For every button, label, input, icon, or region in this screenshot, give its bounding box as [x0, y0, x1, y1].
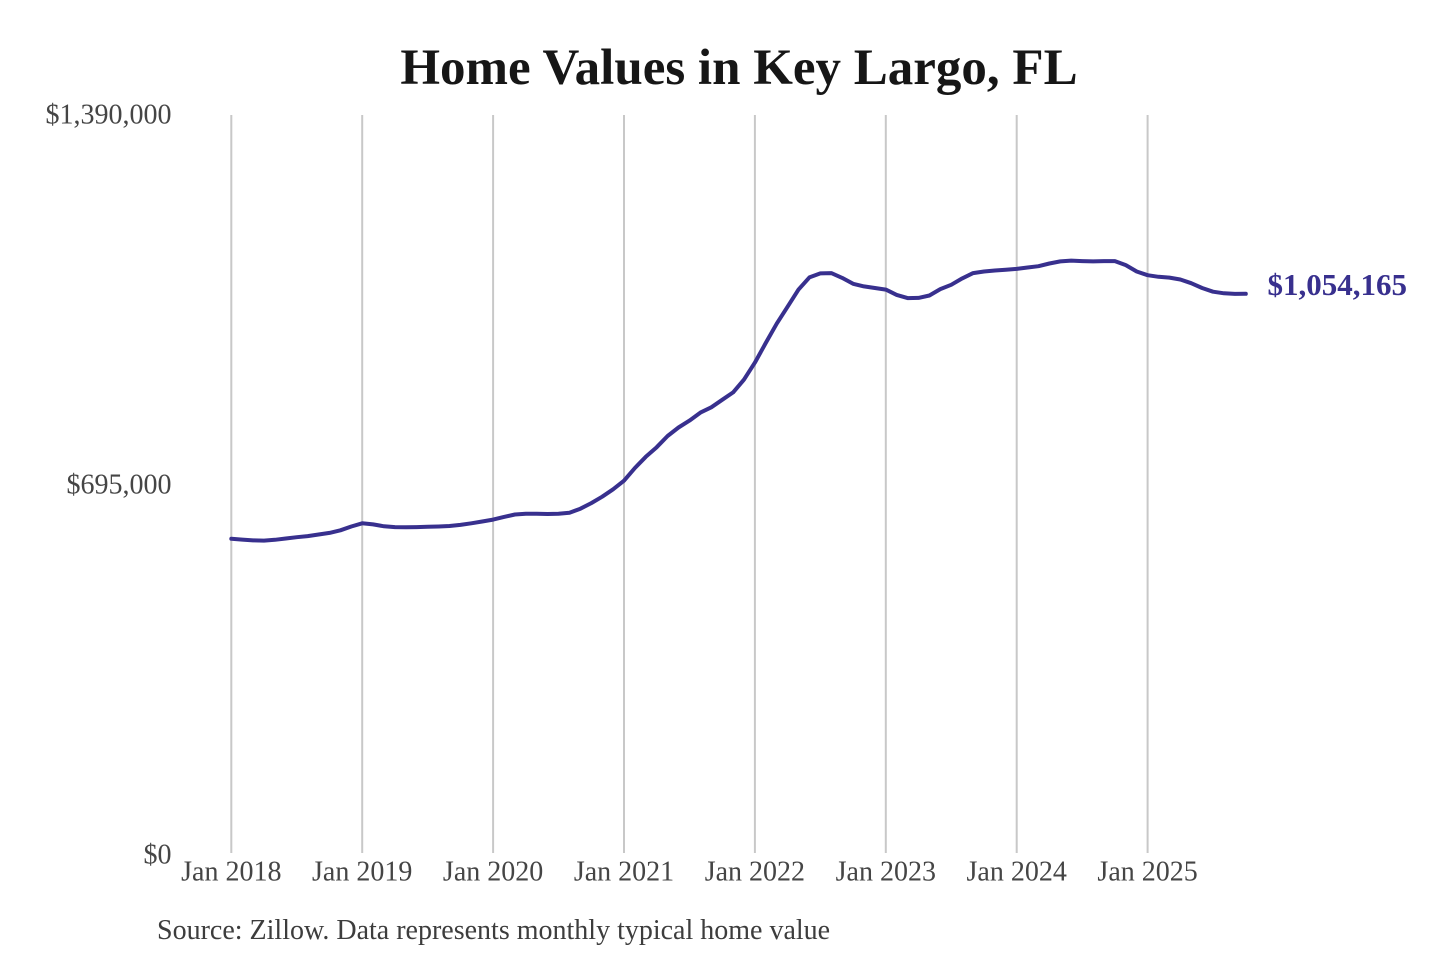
svg-text:Jan 2018: Jan 2018: [181, 857, 281, 888]
svg-text:Jan 2025: Jan 2025: [1097, 857, 1197, 888]
svg-text:Jan 2024: Jan 2024: [967, 857, 1067, 888]
svg-text:Jan 2023: Jan 2023: [836, 857, 936, 888]
svg-text:$0: $0: [144, 840, 172, 871]
svg-text:Jan 2019: Jan 2019: [312, 857, 412, 888]
svg-text:Jan 2022: Jan 2022: [705, 857, 805, 888]
svg-text:$1,390,000: $1,390,000: [46, 100, 172, 131]
svg-text:Home Values in Key Largo, FL: Home Values in Key Largo, FL: [400, 40, 1077, 96]
svg-text:Source: Zillow. Data represent: Source: Zillow. Data represents monthly …: [157, 915, 830, 946]
svg-text:$1,054,165: $1,054,165: [1268, 267, 1408, 302]
svg-text:Jan 2021: Jan 2021: [574, 857, 674, 888]
svg-text:Jan 2020: Jan 2020: [443, 857, 543, 888]
svg-text:$695,000: $695,000: [67, 470, 172, 501]
